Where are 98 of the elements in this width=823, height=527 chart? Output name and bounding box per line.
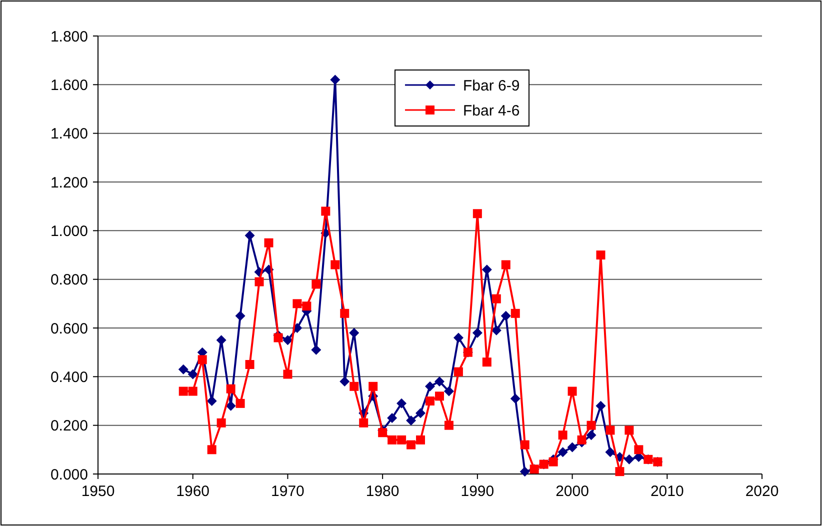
- point: [292, 299, 302, 308]
- point: [198, 355, 207, 364]
- point: [586, 420, 596, 430]
- point: [426, 396, 434, 406]
- y-tick-label: 1.400: [50, 126, 88, 143]
- point: [312, 280, 321, 289]
- point: [330, 260, 340, 270]
- x-tick-label: 1960: [176, 483, 210, 500]
- point: [311, 344, 322, 355]
- point: [596, 250, 606, 260]
- point: [558, 447, 568, 458]
- point: [510, 308, 520, 318]
- point: [482, 358, 492, 367]
- point: [434, 392, 444, 401]
- point: [606, 426, 615, 435]
- point: [548, 457, 558, 466]
- point: [330, 74, 340, 85]
- point: [492, 294, 501, 304]
- point: [178, 386, 188, 396]
- x-tick-label: 1980: [366, 483, 400, 500]
- point: [388, 435, 397, 444]
- legend-label: Fbar 6-9: [463, 77, 520, 94]
- point: [283, 370, 292, 379]
- point: [624, 426, 634, 435]
- point: [378, 428, 388, 438]
- point: [520, 440, 530, 450]
- point: [235, 310, 246, 321]
- point: [340, 376, 350, 387]
- x-tick-label: 2010: [650, 483, 684, 500]
- point: [226, 400, 236, 411]
- point: [245, 360, 254, 369]
- point: [491, 325, 502, 336]
- point: [244, 230, 255, 241]
- x-tick-label: 1970: [271, 483, 304, 500]
- point: [274, 333, 283, 342]
- point: [216, 418, 226, 428]
- point: [406, 440, 416, 450]
- point: [321, 206, 330, 216]
- point: [254, 277, 264, 286]
- point: [188, 386, 198, 396]
- point: [340, 308, 350, 318]
- point: [236, 398, 245, 408]
- y-tick-label: 0.600: [50, 320, 88, 338]
- point: [472, 209, 482, 218]
- y-tick-label: 1.000: [50, 222, 88, 240]
- point: [510, 394, 520, 404]
- legend-label: Fbar 4-6: [463, 102, 520, 120]
- point: [577, 435, 586, 444]
- point: [207, 445, 216, 454]
- point: [206, 396, 217, 406]
- point: [482, 264, 492, 275]
- point: [568, 386, 577, 396]
- point: [349, 328, 360, 338]
- point: [567, 442, 578, 452]
- point: [226, 384, 236, 394]
- point: [416, 435, 426, 444]
- point: [425, 381, 435, 392]
- point: [397, 435, 406, 444]
- x-tick-label: 1950: [81, 483, 115, 500]
- point: [178, 364, 188, 374]
- y-tick-label: 0.200: [50, 418, 88, 435]
- point: [282, 335, 293, 346]
- point: [596, 400, 606, 411]
- y-tick-label: 0.400: [50, 368, 88, 386]
- point: [615, 467, 624, 476]
- x-tick-label: 2000: [556, 483, 589, 500]
- point: [453, 332, 464, 343]
- point: [444, 420, 454, 430]
- point: [188, 369, 198, 380]
- y-tick-label: 1.200: [50, 174, 88, 192]
- point: [350, 382, 359, 391]
- point: [416, 408, 426, 418]
- point: [387, 413, 398, 424]
- y-tick-label: 1.800: [50, 28, 88, 46]
- y-tick-label: 0.800: [50, 272, 88, 289]
- point: [605, 447, 616, 458]
- y-tick-label: 0.000: [50, 466, 88, 484]
- point: [302, 302, 312, 311]
- point: [634, 445, 644, 454]
- point: [454, 367, 463, 376]
- y-tick-label: 1.600: [50, 76, 88, 94]
- point: [359, 418, 368, 428]
- point: [520, 466, 530, 477]
- point: [444, 386, 454, 396]
- point: [624, 454, 634, 464]
- point: [501, 260, 510, 270]
- point: [264, 238, 274, 248]
- x-tick-label: 2020: [745, 483, 779, 500]
- point: [500, 310, 511, 321]
- point: [558, 430, 568, 440]
- x-tick-label: 1990: [460, 483, 494, 500]
- point: [406, 415, 416, 426]
- point: [434, 376, 444, 387]
- point: [586, 430, 596, 440]
- point: [472, 328, 482, 338]
- point: [396, 398, 407, 408]
- point: [368, 382, 378, 391]
- point: [216, 335, 226, 346]
